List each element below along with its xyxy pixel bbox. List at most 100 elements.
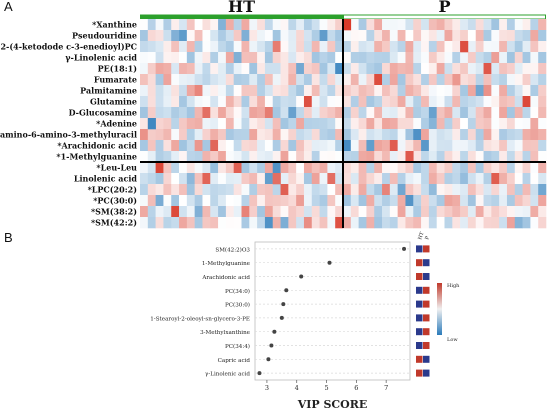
heatmap-cell bbox=[413, 96, 422, 108]
heatmap-cell bbox=[405, 140, 414, 152]
heatmap-cell bbox=[319, 74, 328, 86]
heatmap-cell bbox=[202, 173, 211, 185]
heatmap-cell bbox=[257, 41, 266, 53]
heatmap-cell bbox=[499, 96, 508, 108]
heatmap-cell bbox=[483, 52, 492, 64]
heatmap-cell bbox=[382, 118, 391, 130]
row-label: 1-Palmitoyl-2-(4-ketodode c-3-enedioyl)P… bbox=[0, 42, 137, 52]
heatmap-cell bbox=[499, 140, 508, 152]
heatmap-cell bbox=[460, 129, 469, 141]
heatmap-cell bbox=[350, 206, 359, 218]
heatmap-cell bbox=[296, 74, 305, 86]
heatmap-cell bbox=[155, 52, 164, 64]
heatmap-cell bbox=[140, 206, 149, 218]
heatmap-cell bbox=[296, 96, 305, 108]
heatmap-cell bbox=[171, 129, 180, 141]
heatmap-cell bbox=[311, 217, 320, 229]
heatmap-cell bbox=[194, 96, 203, 108]
heatmap-cell bbox=[530, 107, 539, 119]
heatmap-cell bbox=[421, 96, 430, 108]
heatmap-cell bbox=[452, 107, 461, 119]
heatmap-cell bbox=[202, 30, 211, 42]
heatmap-cell bbox=[225, 107, 234, 119]
heatmap-cell bbox=[522, 140, 531, 152]
heatmap-cell bbox=[327, 162, 336, 174]
heatmap-cell bbox=[147, 195, 156, 207]
heatmap-cell bbox=[194, 206, 203, 218]
heatmap-cell bbox=[163, 63, 172, 75]
heatmap-cell bbox=[421, 184, 430, 196]
group-indicator bbox=[423, 342, 430, 349]
heatmap-cell bbox=[460, 184, 469, 196]
heatmap-cell bbox=[413, 206, 422, 218]
heatmap-cell bbox=[225, 173, 234, 185]
heatmap-cell bbox=[311, 63, 320, 75]
heatmap-cell bbox=[522, 63, 531, 75]
heatmap-cell bbox=[202, 96, 211, 108]
heatmap-cell bbox=[452, 74, 461, 86]
heatmap-cell bbox=[358, 162, 367, 174]
heatmap-cell bbox=[264, 63, 274, 75]
heatmap-cell bbox=[530, 63, 539, 75]
heatmap-cell bbox=[210, 206, 219, 218]
heatmap-cell bbox=[241, 184, 250, 196]
heatmap-cell bbox=[397, 206, 406, 218]
heatmap-cell bbox=[202, 118, 211, 130]
heatmap-cell bbox=[186, 140, 195, 152]
heatmap-cell bbox=[413, 118, 422, 130]
heatmap-cell bbox=[460, 162, 469, 174]
heatmap-cell bbox=[522, 52, 531, 64]
heatmap-cell bbox=[499, 41, 508, 53]
heatmap-cell bbox=[303, 162, 313, 174]
heatmap-cell bbox=[405, 30, 414, 42]
heatmap-cell bbox=[436, 151, 445, 163]
heatmap-cell bbox=[506, 52, 516, 64]
heatmap-cell bbox=[288, 96, 297, 108]
heatmap-cell bbox=[444, 162, 453, 174]
heatmap-cell bbox=[538, 140, 547, 152]
heatmap-cell bbox=[171, 30, 180, 42]
heatmap-cell bbox=[374, 52, 383, 64]
heatmap-cell bbox=[311, 195, 320, 207]
heatmap-cell bbox=[210, 162, 219, 174]
heatmap-cell bbox=[272, 118, 281, 130]
heatmap-cell bbox=[210, 41, 219, 53]
heatmap-cell bbox=[155, 217, 164, 229]
heatmap-cell bbox=[499, 85, 508, 97]
heatmap-cell bbox=[280, 85, 289, 97]
heatmap-cell bbox=[327, 118, 336, 130]
heatmap-cell bbox=[186, 151, 195, 163]
heatmap-cell bbox=[272, 30, 281, 42]
heatmap-cell bbox=[241, 206, 250, 218]
heatmap-cell bbox=[374, 151, 383, 163]
heatmap-cell bbox=[218, 173, 227, 185]
heatmap-cell bbox=[327, 184, 336, 196]
heatmap-cell bbox=[272, 195, 281, 207]
heatmap-cell bbox=[436, 118, 445, 130]
heatmap-cell bbox=[374, 118, 383, 130]
heatmap-cell bbox=[225, 206, 234, 218]
heatmap-cell bbox=[147, 52, 156, 64]
heatmap-cell bbox=[428, 41, 437, 53]
vip-point bbox=[284, 288, 289, 293]
heatmap-cell bbox=[514, 151, 523, 163]
heatmap-cell bbox=[147, 96, 156, 108]
heatmap-cell bbox=[163, 74, 172, 86]
heatmap-cell bbox=[343, 118, 352, 130]
heatmap-cell bbox=[140, 41, 149, 53]
heatmap-cell bbox=[280, 195, 289, 207]
heatmap-cell bbox=[288, 30, 297, 42]
heatmap-cell bbox=[233, 30, 242, 42]
heatmap-cell bbox=[311, 30, 320, 42]
heatmap-cell bbox=[467, 206, 477, 218]
heatmap-cell bbox=[288, 162, 297, 174]
heatmap-cell bbox=[444, 129, 453, 141]
heatmap-cell bbox=[514, 206, 523, 218]
heatmap-cell bbox=[218, 118, 227, 130]
heatmap-cell bbox=[147, 173, 156, 185]
heatmap-cell bbox=[382, 140, 391, 152]
heatmap-cell bbox=[335, 85, 344, 97]
vip-point bbox=[269, 343, 274, 348]
heatmap-cell bbox=[514, 118, 523, 130]
heatmap-cell bbox=[514, 96, 523, 108]
